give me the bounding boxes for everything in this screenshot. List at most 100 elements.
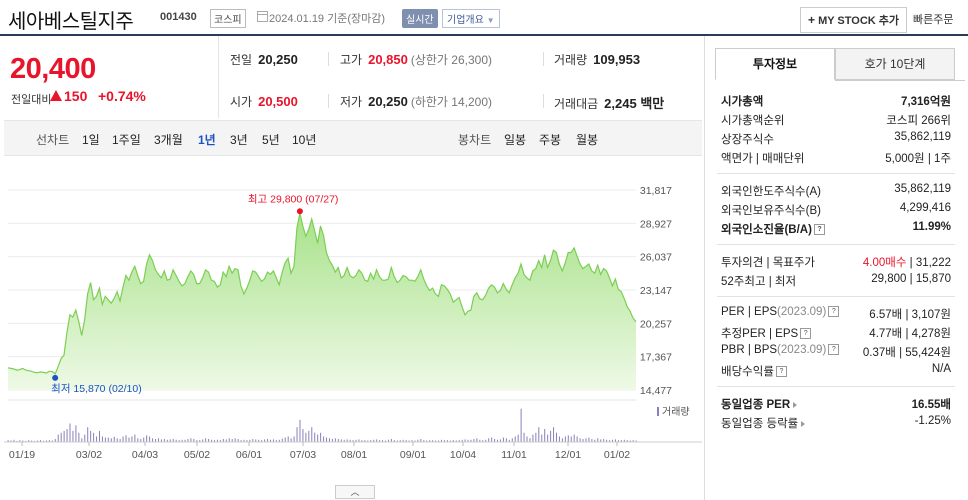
volume-bar bbox=[352, 440, 354, 442]
tab-quote-10[interactable]: 호가 10단계 bbox=[835, 48, 955, 80]
volume-bar bbox=[452, 440, 454, 442]
volume-bar bbox=[429, 440, 431, 442]
volume-bar bbox=[7, 440, 9, 442]
info-row-52w: 52주최고 | 최저 29,800 | 15,870 bbox=[721, 273, 951, 291]
chevron-right-icon bbox=[801, 420, 806, 427]
info-label: 추정PER | EPS bbox=[721, 328, 799, 340]
volume-bar bbox=[346, 439, 348, 442]
volume-bar bbox=[187, 439, 189, 442]
company-overview-button[interactable]: 기업개요 ▼ bbox=[442, 9, 500, 28]
help-icon[interactable]: ? bbox=[828, 344, 840, 356]
volume-bar bbox=[219, 440, 221, 442]
divider bbox=[328, 94, 329, 108]
info-row-face: 액면가 | 매매단위 5,000원 | 1주 bbox=[721, 150, 951, 168]
volume-bar bbox=[311, 427, 313, 442]
help-icon[interactable]: ? bbox=[800, 328, 812, 340]
volume-bar bbox=[364, 440, 366, 442]
volume-bar bbox=[137, 438, 139, 442]
range-10y[interactable]: 10년 bbox=[292, 133, 317, 147]
volume-bar bbox=[538, 427, 540, 442]
volume-bar bbox=[84, 434, 86, 442]
volume-bar bbox=[482, 440, 484, 442]
help-icon[interactable]: ? bbox=[813, 224, 825, 236]
volume-bar bbox=[393, 440, 395, 442]
info-row-shares: 상장주식수 35,862,119 bbox=[721, 131, 951, 149]
x-tick-label: 09/01 bbox=[400, 449, 426, 461]
volume-bar bbox=[520, 408, 522, 442]
volume-bar bbox=[240, 440, 242, 442]
volume-bar bbox=[405, 440, 407, 442]
info-row-foreign-limit: 외국인한도주식수(A) 35,862,119 bbox=[721, 183, 951, 201]
x-tick-label: 04/03 bbox=[132, 449, 158, 461]
chart-svg: 31,817 28,927 26,037 23,147 20,257 17,367 14,4… bbox=[4, 185, 702, 461]
info-row-industry-per[interactable]: 동일업종 PER 16.55배 bbox=[721, 396, 951, 414]
realtime-button[interactable]: 실시간 bbox=[402, 9, 438, 28]
info-value: 11.99% bbox=[912, 221, 951, 233]
volume-bar bbox=[553, 427, 555, 442]
range-3m[interactable]: 3개월 bbox=[154, 133, 183, 147]
collapse-chart-button[interactable]: ︿ bbox=[335, 485, 375, 499]
stat-amount: 거래대금 2,245 백만 bbox=[554, 93, 664, 112]
candle-weekly[interactable]: 주봉 bbox=[539, 133, 562, 147]
y-tick-label: 20,257 bbox=[640, 318, 672, 330]
volume-bar bbox=[287, 436, 289, 442]
volume-bar bbox=[317, 434, 319, 442]
range-1y[interactable]: 1년 bbox=[198, 133, 216, 147]
volume-bar bbox=[323, 436, 325, 442]
stat-value: 20,250 bbox=[368, 94, 408, 109]
quick-order-button[interactable]: 빠른주문 bbox=[913, 14, 954, 26]
info-row-industry-rate[interactable]: 동일업종 등락률 -1.25% bbox=[721, 415, 951, 433]
volume-bar bbox=[331, 439, 333, 442]
range-1w[interactable]: 1주일 bbox=[112, 133, 141, 147]
volume-bar bbox=[384, 440, 386, 442]
volume-bar bbox=[208, 439, 210, 442]
volume-bar bbox=[308, 430, 310, 442]
stat-label: 전일 bbox=[230, 53, 253, 67]
volume-bar bbox=[146, 435, 148, 442]
volume-bar bbox=[270, 439, 272, 442]
info-row-foreign-ratio: 외국인소진율(B/A)? 11.99% bbox=[721, 221, 951, 239]
volume-bar bbox=[373, 439, 375, 442]
stat-high: 고가 20,850 (상한가 26,300) bbox=[340, 51, 492, 68]
volume-bar bbox=[576, 436, 578, 442]
candle-monthly[interactable]: 월봉 bbox=[576, 133, 599, 147]
volume-bar bbox=[57, 434, 59, 442]
y-tick-label: 23,147 bbox=[640, 285, 672, 297]
info-value: 5,000원 | 1주 bbox=[885, 153, 951, 165]
volume-bar bbox=[87, 427, 89, 442]
volume-bar bbox=[597, 438, 599, 442]
price-chart[interactable]: 31,817 28,927 26,037 23,147 20,257 17,367 14,4… bbox=[4, 160, 702, 485]
header-divider bbox=[0, 34, 968, 36]
candle-daily[interactable]: 일봉 bbox=[504, 133, 527, 147]
volume-bar bbox=[96, 436, 98, 442]
stock-name: 세아베스틸지주 bbox=[8, 11, 134, 33]
range-1d[interactable]: 1일 bbox=[82, 133, 100, 147]
help-icon[interactable]: ? bbox=[828, 306, 840, 318]
volume-bar bbox=[626, 440, 628, 442]
volume-bar bbox=[34, 440, 36, 442]
volume-bar bbox=[261, 440, 263, 442]
volume-bar bbox=[69, 423, 71, 442]
volume-bar bbox=[78, 432, 80, 442]
volume-bar bbox=[302, 429, 304, 442]
range-5y[interactable]: 5년 bbox=[262, 133, 280, 147]
volume-bar bbox=[555, 432, 557, 442]
volume-bar bbox=[438, 440, 440, 442]
my-stock-add-button[interactable]: + MY STOCK 추가 bbox=[800, 7, 908, 33]
divider bbox=[717, 296, 955, 297]
tab-investment-info[interactable]: 투자정보 bbox=[715, 48, 835, 80]
help-icon[interactable]: ? bbox=[775, 366, 787, 378]
y-tick-label: 17,367 bbox=[640, 352, 672, 364]
stat-value: 20,250 bbox=[258, 52, 298, 67]
volume-bar bbox=[152, 438, 154, 442]
volume-bar bbox=[196, 440, 198, 442]
volume-bar bbox=[488, 438, 490, 442]
x-tick-label: 12/01 bbox=[555, 449, 581, 461]
lower-limit: (하한가 14,200) bbox=[410, 95, 493, 109]
volume-bar bbox=[382, 440, 384, 442]
range-3y[interactable]: 3년 bbox=[230, 133, 248, 147]
volume-bar bbox=[172, 439, 174, 442]
volume-bar bbox=[432, 440, 434, 442]
volume-bar bbox=[175, 439, 177, 442]
volume-bar bbox=[163, 439, 165, 442]
